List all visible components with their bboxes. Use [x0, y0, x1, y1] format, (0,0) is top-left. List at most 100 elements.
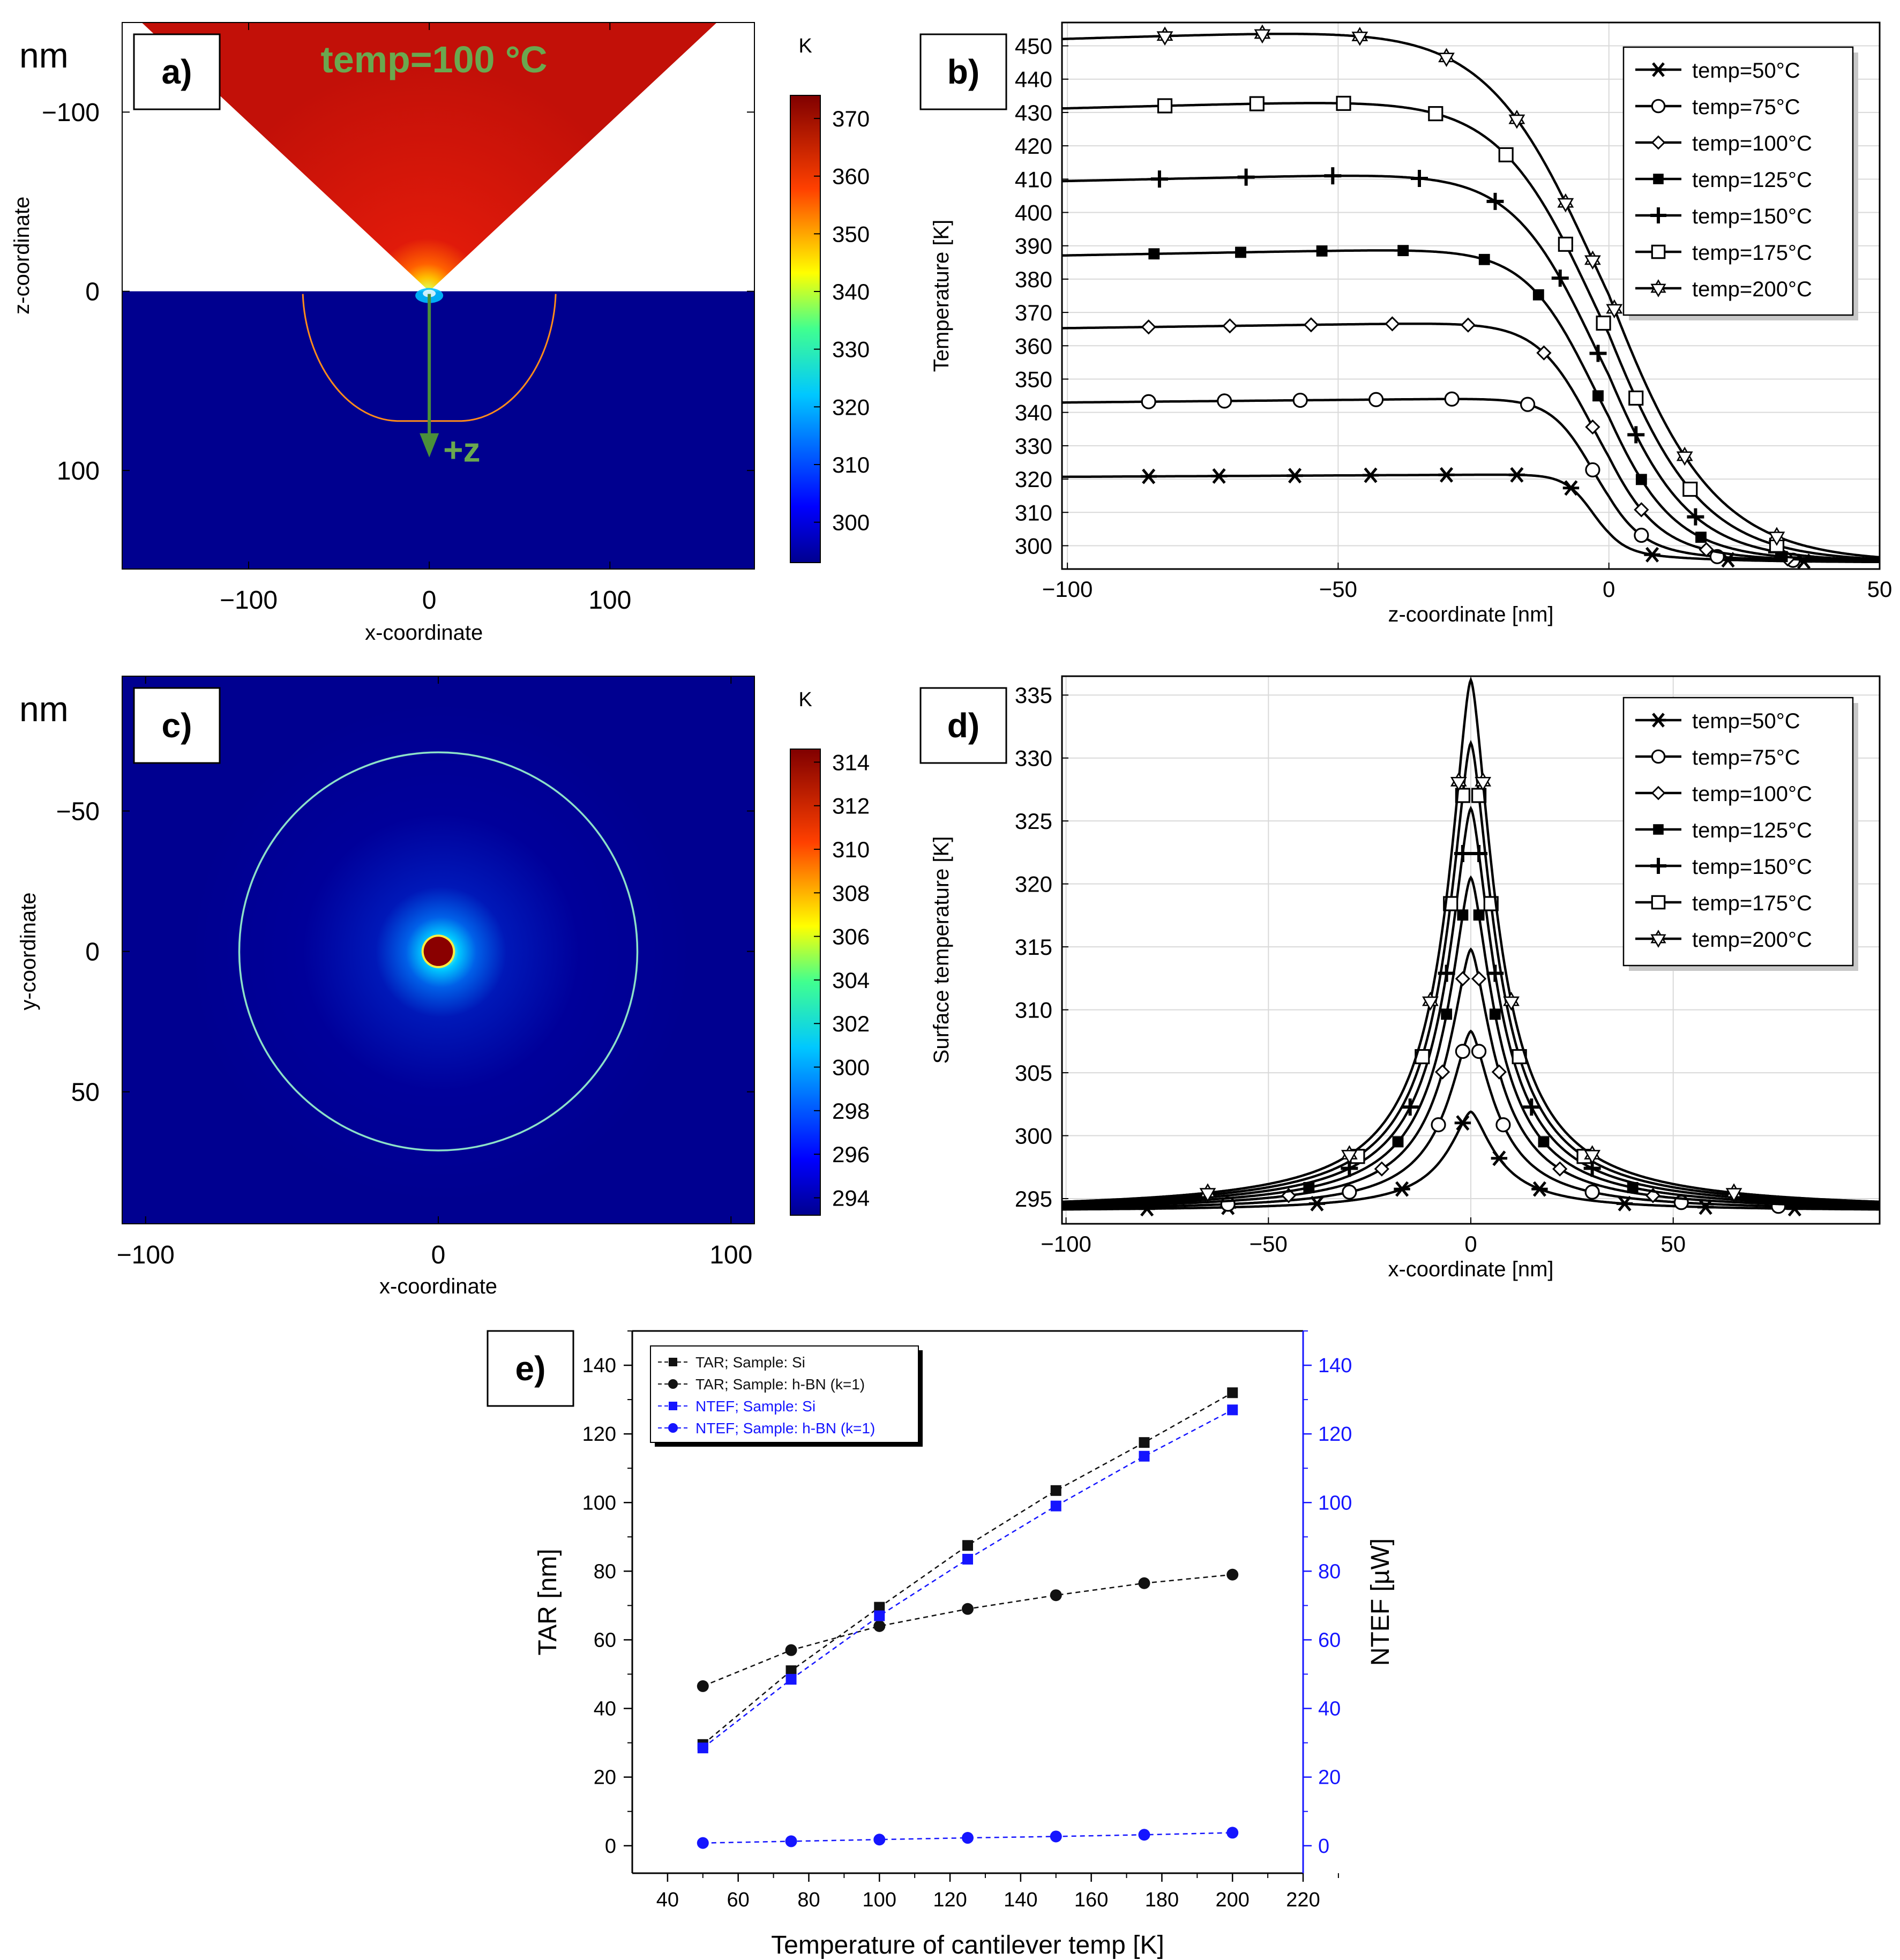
colorbar [790, 749, 821, 1216]
data-point [1610, 305, 1619, 312]
data-point [1226, 1827, 1239, 1839]
colorbar-tick-label: 304 [832, 968, 870, 993]
data-point [1385, 316, 1400, 332]
sample-region [122, 291, 754, 569]
data-point [1687, 508, 1704, 526]
data-point [1627, 426, 1645, 444]
data-point [1584, 1184, 1600, 1200]
unit-label: nm [19, 35, 69, 75]
legend-marker [1650, 858, 1666, 874]
data-point [1589, 257, 1597, 264]
data-point [1772, 533, 1781, 540]
data-point [1140, 468, 1157, 484]
tip-region [141, 23, 717, 291]
y-tick-label: 410 [1015, 167, 1052, 192]
legend-label: temp=200°C [1692, 278, 1812, 301]
legend-marker [668, 1423, 678, 1433]
x-axis-label: x-coordinate [nm] [1388, 1258, 1553, 1281]
y-tick-label: 40 [594, 1698, 616, 1720]
data-point [1508, 467, 1525, 483]
data-point [1585, 462, 1600, 478]
x-tick-label: −100 [117, 1241, 175, 1269]
y-tick-label: 350 [1015, 366, 1052, 392]
y-tick-label: 380 [1015, 267, 1052, 292]
data-point [1415, 1049, 1430, 1065]
colorbar-tick-label: 350 [832, 221, 870, 246]
legend-label: temp=150°C [1692, 205, 1812, 228]
y-tick-label: −100 [42, 99, 100, 127]
y-tick-label: 80 [594, 1560, 616, 1583]
legend-marker [1655, 285, 1662, 291]
legend-marker [668, 1379, 678, 1389]
x-tick-label: −100 [1041, 1231, 1091, 1256]
data-point [1394, 1181, 1410, 1197]
series-line [1062, 805, 1880, 1206]
y-tick-label: 0 [85, 278, 100, 306]
y-tick-label: 450 [1015, 34, 1052, 59]
data-point [1478, 253, 1490, 265]
data-point [1532, 289, 1544, 301]
data-point [1374, 1161, 1389, 1177]
data-point [786, 1674, 797, 1685]
y-tick-label: 335 [1015, 683, 1052, 708]
x-axis-label: Temperature of cantilever temp [K] [771, 1931, 1164, 1959]
data-point [1531, 1181, 1548, 1197]
data-point [1316, 245, 1328, 257]
data-point [1050, 1589, 1062, 1602]
y-tick-label: 0 [85, 938, 100, 967]
legend-label: NTEF; Sample: h-BN (k=1) [695, 1420, 875, 1437]
series-line [1062, 174, 1880, 562]
data-point [1150, 170, 1168, 188]
data-point [873, 1834, 886, 1846]
data-point [1249, 96, 1265, 111]
series-line [1062, 1110, 1880, 1211]
legend-label: TAR; Sample: h-BN (k=1) [695, 1376, 865, 1393]
z-arrow-label: +z [443, 431, 480, 469]
legend-label: temp=50°C [1692, 709, 1800, 733]
data-point [962, 1540, 973, 1551]
panel-label-box [919, 33, 1007, 110]
colorbar-unit: K [798, 689, 812, 711]
data-point [697, 1680, 709, 1692]
data-point [1237, 168, 1255, 186]
data-point [1050, 1500, 1061, 1512]
x-tick-label: 200 [1216, 1889, 1250, 1911]
x-tick-label: −100 [1042, 577, 1093, 602]
data-point [1489, 1008, 1501, 1020]
colorbar-tick-label: 296 [832, 1142, 870, 1167]
y-tick-label: 320 [1015, 467, 1052, 492]
data-point [1139, 1437, 1150, 1448]
y-tick-label: −50 [56, 798, 100, 826]
y-tick-label: 140 [582, 1355, 616, 1377]
x-tick-label: 50 [1660, 1231, 1686, 1256]
legend-marker [1653, 174, 1664, 184]
colorbar-tick-label: 308 [832, 880, 870, 906]
tip-apex-core [423, 289, 436, 297]
data-point [1523, 1098, 1540, 1116]
series-line [1062, 1029, 1880, 1209]
y-right-tick-label: 100 [1318, 1492, 1352, 1514]
legend-marker [1651, 135, 1666, 150]
data-point [1368, 392, 1384, 407]
legend-marker [1650, 62, 1666, 77]
data-point [785, 1835, 797, 1847]
y-tick-label: 420 [1015, 133, 1052, 159]
data-point [1460, 317, 1476, 333]
data-point [1536, 345, 1552, 361]
y-right-tick-label: 120 [1318, 1423, 1352, 1446]
colorbar-tick-label: 330 [832, 337, 870, 362]
data-point [1217, 393, 1232, 409]
data-point [1292, 392, 1308, 408]
legend-label: NTEF; Sample: Si [695, 1398, 816, 1415]
data-point [1203, 1189, 1212, 1196]
data-point [1426, 998, 1434, 1005]
data-point [1428, 106, 1443, 122]
series-line [1062, 32, 1880, 559]
data-point [1227, 1387, 1238, 1398]
x-tick-label: 80 [797, 1889, 820, 1911]
data-point [1258, 31, 1267, 38]
y-tick-label: 0 [605, 1835, 616, 1858]
data-point [1324, 167, 1342, 185]
colorbar-tick-label: 298 [832, 1098, 870, 1124]
data-point [1552, 1161, 1568, 1177]
